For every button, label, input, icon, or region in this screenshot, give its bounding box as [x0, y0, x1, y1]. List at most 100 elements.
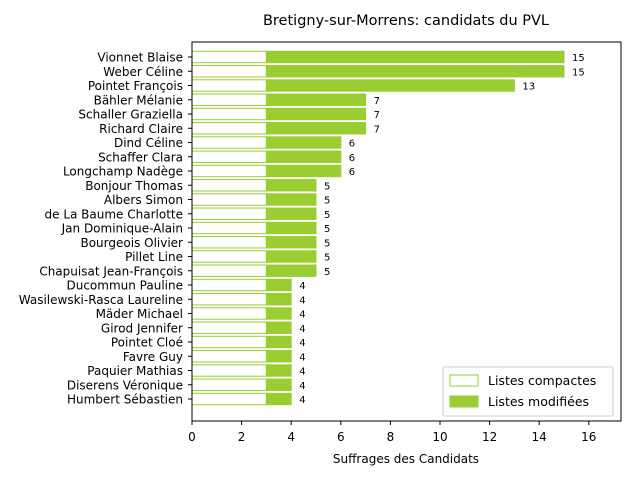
- y-tick-label: Pillet Line: [125, 250, 183, 264]
- bar-modifiees: [265, 122, 367, 135]
- bar-modifiees: [265, 278, 292, 292]
- y-tick-label: Bonjour Thomas: [85, 179, 183, 193]
- bar-modifiees: [265, 150, 342, 163]
- y-tick-label: Wasilewski-Rasca Laureline: [19, 293, 183, 307]
- bar-compactes: [191, 378, 267, 391]
- y-tick-label: Bähler Mélanie: [94, 93, 183, 107]
- value-label: 5: [324, 210, 330, 221]
- bar-compactes: [191, 193, 267, 206]
- legend: Listes compactes Listes modifiées: [442, 366, 614, 417]
- y-tick-label: Jan Dominique-Alain: [61, 222, 183, 236]
- value-label: 6: [349, 153, 355, 164]
- bar-modifiees: [265, 307, 292, 320]
- x-tick-label: 16: [581, 430, 596, 444]
- legend-label-compactes: Listes compactes: [488, 373, 596, 388]
- value-label: 4: [299, 381, 305, 392]
- bar-compactes: [191, 207, 267, 220]
- y-tick-label: Schaller Graziella: [78, 108, 183, 122]
- bar-compactes: [191, 122, 267, 135]
- value-label: 4: [299, 352, 305, 363]
- value-label: 4: [299, 324, 305, 335]
- bar-modifiees: [265, 93, 367, 106]
- value-label: 4: [299, 295, 305, 306]
- y-tick-label: Richard Claire: [99, 122, 183, 136]
- y-tick-label: Girod Jennifer: [101, 321, 183, 335]
- bar-modifiees: [265, 250, 317, 263]
- bar-compactes: [191, 293, 267, 306]
- bar-modifiees: [265, 392, 292, 406]
- value-label: 4: [299, 338, 305, 349]
- x-tick-label: 10: [432, 430, 447, 444]
- bar-compactes: [191, 150, 267, 163]
- y-tick-label: Weber Céline: [103, 65, 183, 79]
- x-axis-label: Suffrages des Candidats: [333, 452, 479, 466]
- value-label: 15: [572, 53, 585, 64]
- legend-label-modifiees: Listes modifiées: [488, 394, 589, 409]
- bar-modifiees: [265, 293, 292, 306]
- x-tick-label: 8: [387, 430, 395, 444]
- value-label: 4: [299, 310, 305, 321]
- x-tick-label: 2: [238, 430, 246, 444]
- value-label: 15: [572, 67, 585, 78]
- x-tick-label: 6: [337, 430, 345, 444]
- bar-compactes: [191, 93, 267, 106]
- bar-compactes: [191, 65, 267, 78]
- bar-modifiees: [265, 350, 292, 363]
- y-tick-label: Chapuisat Jean-François: [39, 264, 183, 278]
- bar-compactes: [191, 307, 267, 320]
- bar-compactes: [191, 392, 267, 406]
- y-tick-label: Mäder Michael: [96, 307, 183, 321]
- bar-compactes: [191, 107, 267, 121]
- bar-compactes: [191, 136, 267, 149]
- value-label: 7: [374, 110, 380, 121]
- bar-modifiees: [265, 335, 292, 349]
- bar-modifiees: [265, 236, 317, 249]
- value-label: 5: [324, 253, 330, 264]
- bar-modifiees: [265, 179, 317, 192]
- chart-title: Bretigny-sur-Morrens: candidats du PVL: [263, 13, 549, 29]
- bar-compactes: [191, 350, 267, 363]
- x-axis-ticks: 0 2 4 6 8 10 12 14 16: [188, 421, 596, 444]
- bar-modifiees: [265, 378, 292, 391]
- x-tick-label: 4: [287, 430, 295, 444]
- value-label: 7: [374, 96, 380, 107]
- y-tick-label: Dind Céline: [114, 136, 183, 150]
- y-tick-label: Paquier Mathias: [87, 364, 183, 378]
- bar-modifiees: [265, 136, 342, 149]
- bar-compactes: [191, 236, 267, 249]
- bar-compactes: [191, 164, 267, 178]
- bar-modifiees: [265, 193, 317, 206]
- bar-compactes: [191, 321, 267, 334]
- y-tick-label: Ducommun Pauline: [66, 279, 183, 293]
- y-tick-label: Bourgeois Olivier: [80, 236, 183, 250]
- value-label: 5: [324, 238, 330, 249]
- y-tick-label: Favre Guy: [123, 350, 183, 364]
- plot-frame: [191, 41, 622, 422]
- bar-modifiees: [265, 79, 515, 92]
- bar-modifiees: [265, 264, 317, 277]
- bar-compactes: [191, 79, 267, 92]
- bar-modifiees: [265, 364, 292, 377]
- value-label: 4: [299, 395, 305, 406]
- y-tick-label: Diserens Véronique: [67, 378, 183, 392]
- x-tick-label: 12: [482, 430, 497, 444]
- value-label: 5: [324, 224, 330, 235]
- x-tick-label: 0: [188, 430, 196, 444]
- bar-compactes: [191, 50, 267, 64]
- bar-modifiees: [265, 207, 317, 220]
- value-label: 6: [349, 139, 355, 150]
- y-tick-label: Schaffer Clara: [98, 150, 183, 164]
- bars-group: [191, 50, 565, 406]
- bar-compactes: [191, 364, 267, 377]
- y-tick-label: de La Baume Charlotte: [45, 207, 184, 221]
- legend-swatch-modifiees: [449, 395, 479, 408]
- y-tick-label: Pointet Cloé: [111, 336, 183, 350]
- bar-compactes: [191, 278, 267, 292]
- bar-compactes: [191, 250, 267, 263]
- bar-modifiees: [265, 65, 565, 78]
- bar-compactes: [191, 264, 267, 277]
- bar-modifiees: [265, 164, 342, 178]
- y-tick-label: Vionnet Blaise: [97, 51, 183, 65]
